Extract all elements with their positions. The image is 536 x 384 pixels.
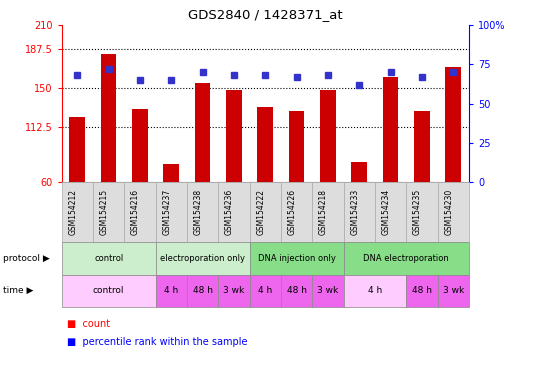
Text: GSM154215: GSM154215 <box>100 189 109 235</box>
Bar <box>289 111 304 182</box>
Text: control: control <box>93 286 124 295</box>
Text: GSM154212: GSM154212 <box>68 189 77 235</box>
Text: 48 h: 48 h <box>287 286 307 295</box>
Bar <box>383 78 398 182</box>
Bar <box>226 90 242 182</box>
Text: GSM154236: GSM154236 <box>225 189 234 235</box>
Text: 3 wk: 3 wk <box>224 286 244 295</box>
Text: electroporation only: electroporation only <box>160 254 245 263</box>
Text: GSM154237: GSM154237 <box>162 189 172 235</box>
Text: 4 h: 4 h <box>258 286 272 295</box>
Text: DNA injection only: DNA injection only <box>258 254 336 263</box>
Text: DNA electroporation: DNA electroporation <box>363 254 449 263</box>
Text: GSM154226: GSM154226 <box>288 189 296 235</box>
Text: GSM154234: GSM154234 <box>382 189 391 235</box>
Text: 48 h: 48 h <box>412 286 432 295</box>
Bar <box>257 107 273 182</box>
Text: GSM154230: GSM154230 <box>444 189 453 235</box>
Text: ■  percentile rank within the sample: ■ percentile rank within the sample <box>67 337 248 347</box>
Text: 4 h: 4 h <box>368 286 382 295</box>
Bar <box>163 164 179 182</box>
Text: GDS2840 / 1428371_at: GDS2840 / 1428371_at <box>188 8 343 21</box>
Bar <box>195 83 211 182</box>
Text: GSM154222: GSM154222 <box>256 189 265 235</box>
Bar <box>445 67 461 182</box>
Text: control: control <box>94 254 123 263</box>
Text: 4 h: 4 h <box>164 286 178 295</box>
Text: GSM154218: GSM154218 <box>319 189 328 235</box>
Bar <box>70 118 85 182</box>
Text: 3 wk: 3 wk <box>443 286 464 295</box>
Text: time ▶: time ▶ <box>3 286 33 295</box>
Bar <box>132 109 148 182</box>
Text: ■  count: ■ count <box>67 319 110 329</box>
Bar <box>320 90 336 182</box>
Text: GSM154233: GSM154233 <box>351 189 359 235</box>
Text: protocol ▶: protocol ▶ <box>3 254 49 263</box>
Text: 48 h: 48 h <box>192 286 213 295</box>
Text: GSM154238: GSM154238 <box>193 189 203 235</box>
Text: 3 wk: 3 wk <box>317 286 339 295</box>
Text: GSM154216: GSM154216 <box>131 189 140 235</box>
Bar <box>101 55 116 182</box>
Text: GSM154235: GSM154235 <box>413 189 422 235</box>
Bar <box>352 162 367 182</box>
Bar <box>414 111 430 182</box>
